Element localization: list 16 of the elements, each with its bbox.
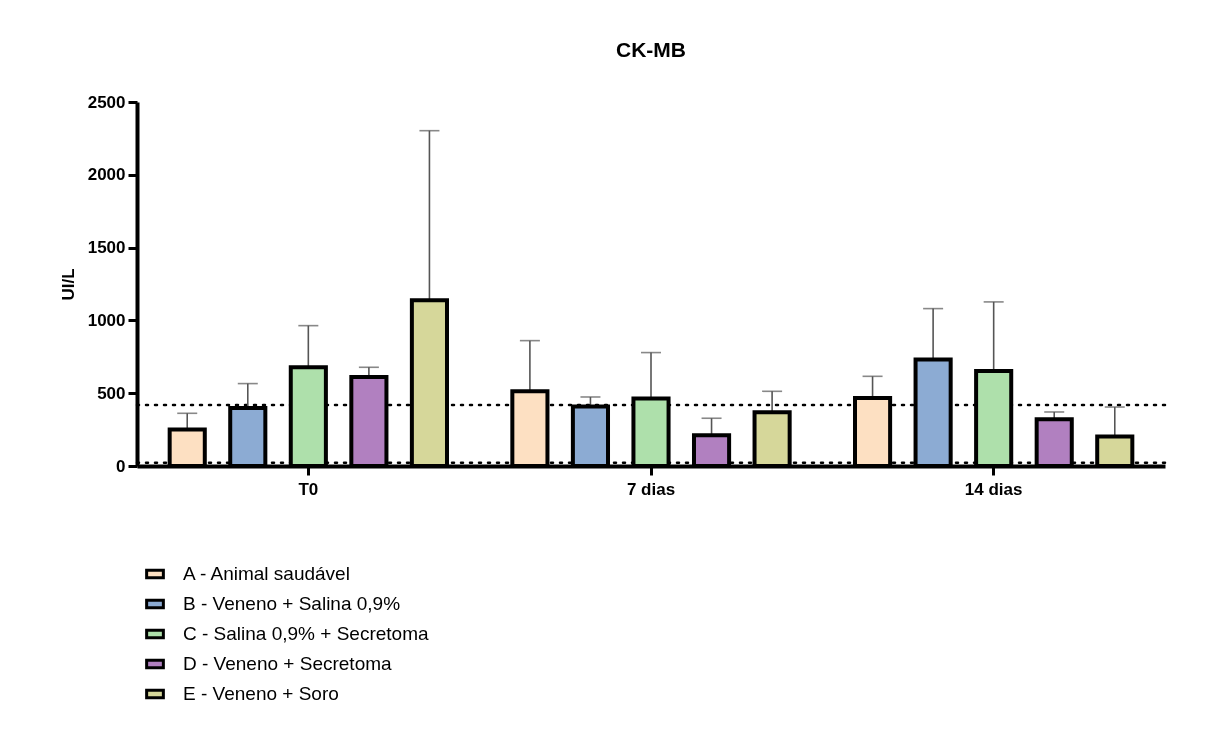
chart-title: CK-MB: [616, 38, 686, 61]
y-axis-title: UI/L: [58, 268, 78, 301]
y-tick-label: 2500: [87, 92, 126, 112]
legend-label: D - Veneno + Secretoma: [183, 653, 393, 674]
x-tick-label: T0: [298, 479, 319, 499]
legend-label: C - Salina 0,9% + Secretoma: [183, 623, 429, 644]
y-tick-label: 500: [97, 383, 126, 403]
y-tick-label: 1500: [87, 238, 126, 258]
legend-label: A - Animal saudável: [183, 563, 350, 584]
y-tick-label: 1000: [87, 310, 126, 330]
legend-label: E - Veneno + Soro: [183, 683, 339, 704]
legend-label: B - Veneno + Salina 0,9%: [183, 593, 401, 614]
x-tick-label: 14 dias: [964, 479, 1023, 499]
y-tick-label: 0: [116, 456, 126, 476]
x-tick-label: 7 dias: [626, 479, 676, 499]
y-tick-label: 2000: [87, 165, 126, 185]
